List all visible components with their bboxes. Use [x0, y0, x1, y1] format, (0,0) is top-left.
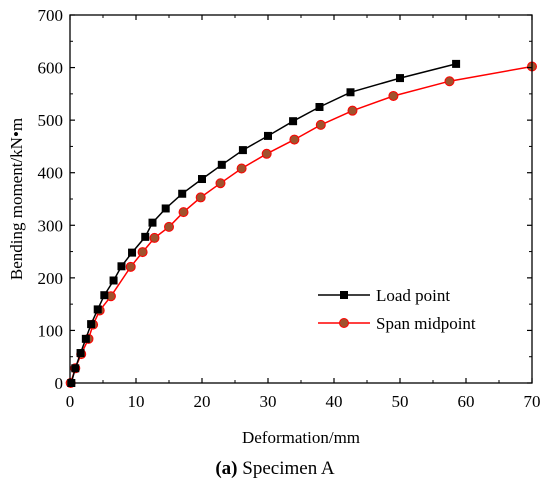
data-point [217, 160, 226, 169]
legend-marker [340, 291, 348, 299]
y-tick-label: 500 [38, 111, 64, 130]
caption-label: (a) [215, 458, 237, 479]
x-tick-label: 10 [128, 392, 145, 411]
legend-marker [339, 318, 349, 328]
y-tick-label: 700 [38, 6, 64, 25]
x-tick-label: 40 [326, 392, 343, 411]
y-tick-label: 200 [38, 269, 64, 288]
data-point [87, 320, 96, 329]
data-point [161, 204, 170, 213]
legend-label: Load point [376, 286, 450, 305]
data-point [289, 117, 298, 126]
data-point [128, 248, 137, 257]
data-point [198, 175, 206, 184]
data-point [81, 334, 90, 343]
y-tick-label: 300 [38, 216, 64, 235]
y-tick-label: 400 [38, 164, 64, 183]
figure-caption: (a) Specimen A [215, 458, 335, 479]
data-point [149, 232, 160, 243]
series-span-midpoint [65, 61, 537, 388]
data-point [236, 163, 247, 174]
x-tick-label: 20 [194, 392, 211, 411]
data-point [109, 276, 118, 285]
x-axis-title: Deformation/mm [242, 428, 360, 447]
data-point [178, 189, 187, 198]
plot-marks [65, 59, 537, 388]
data-point [396, 74, 404, 83]
data-point [148, 218, 157, 227]
y-tick-label: 0 [55, 374, 64, 393]
x-tick-label: 50 [392, 392, 409, 411]
data-point [444, 76, 455, 87]
data-point [76, 349, 85, 358]
x-tick-label: 60 [458, 392, 475, 411]
y-axis-title: Bending moment/kN•m [7, 118, 26, 280]
data-point [388, 90, 399, 101]
x-tick-label: 70 [524, 392, 541, 411]
data-point [347, 105, 358, 116]
data-point [71, 364, 80, 373]
series-line [70, 63, 457, 384]
legend: Load point Span midpoint [318, 286, 476, 333]
data-point [261, 148, 272, 159]
data-point [195, 192, 206, 203]
data-point [238, 146, 247, 155]
data-point [117, 262, 126, 271]
data-point [164, 221, 174, 232]
series-line [69, 65, 533, 384]
data-point [315, 103, 324, 111]
data-point [264, 131, 272, 140]
data-point [93, 305, 102, 314]
data-point [346, 88, 355, 97]
y-tick-label: 100 [38, 321, 64, 340]
data-point [215, 178, 226, 189]
y-tick-label: 600 [38, 59, 64, 78]
data-point [289, 134, 300, 145]
data-point [100, 291, 109, 300]
series-load-point [67, 59, 461, 387]
legend-label: Span midpoint [376, 314, 476, 333]
data-point [137, 247, 148, 258]
data-point [178, 207, 189, 218]
data-point [141, 232, 150, 241]
x-tick-label: 30 [260, 392, 277, 411]
x-tick-label: 0 [66, 392, 75, 411]
caption-text: Specimen A [238, 458, 335, 479]
data-point [315, 119, 326, 130]
data-point [125, 261, 136, 272]
data-point [452, 59, 461, 68]
